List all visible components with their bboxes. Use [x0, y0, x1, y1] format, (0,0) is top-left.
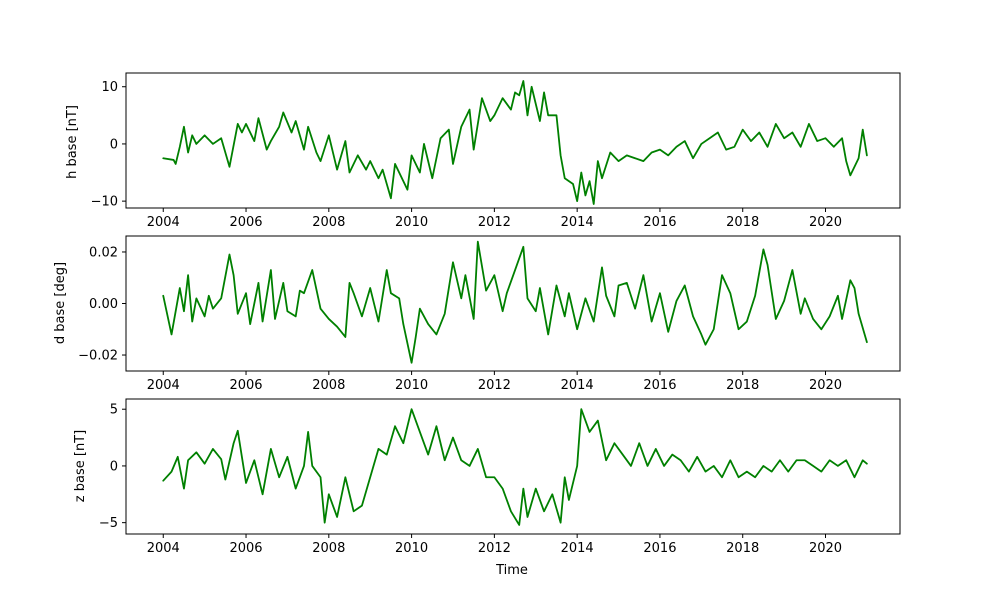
d-x-tick-label: 2014: [561, 378, 594, 393]
z-x-tick-label: 2006: [229, 541, 262, 556]
h-x-tick-label: 2010: [395, 215, 428, 230]
h-ylabel: h base [nT]: [65, 105, 80, 179]
z-y-tick-label: −5: [99, 516, 118, 531]
h-x-tick-label: 2012: [478, 215, 511, 230]
h-x-tick-label: 2006: [229, 215, 262, 230]
z-x-tick-label: 2014: [561, 541, 594, 556]
z-x-tick-label: 2016: [643, 541, 676, 556]
h-y-tick-label: −10: [91, 195, 118, 210]
h-x-tick-label: 2008: [312, 215, 345, 230]
z-x-tick-label: 2018: [726, 541, 759, 556]
d-x-tick-label: 2012: [478, 378, 511, 393]
d-x-tick-label: 2020: [809, 378, 842, 393]
h-x-tick-label: 2018: [726, 215, 759, 230]
z-ylabel: z base [nT]: [73, 430, 88, 502]
h-y-tick-label: 0: [110, 137, 118, 152]
z-y-tick-label: 0: [110, 459, 118, 474]
h-x-tick-label: 2014: [561, 215, 594, 230]
z-x-tick-label: 2012: [478, 541, 511, 556]
d-base-series-line: [162, 240, 868, 364]
z-x-tick-label: 2010: [395, 541, 428, 556]
h-y-tick-label: 10: [101, 80, 118, 95]
h-x-tick-label: 2004: [147, 215, 180, 230]
z-y-tick-label: 5: [110, 403, 118, 418]
z-base-series-line: [162, 408, 868, 526]
d-x-tick-label: 2016: [643, 378, 676, 393]
h-base-series-line: [162, 80, 868, 205]
h-x-tick-label: 2020: [809, 215, 842, 230]
h-axes-frame: [125, 72, 901, 209]
d-x-tick-label: 2010: [395, 378, 428, 393]
h-x-tick-label: 2016: [643, 215, 676, 230]
d-x-tick-label: 2018: [726, 378, 759, 393]
z-axes-frame: [125, 398, 901, 535]
d-y-tick-label: −0.02: [78, 349, 118, 364]
d-base-subplot: d base [deg] 2004 2006 2008 2010 2012 2014 201…: [53, 235, 901, 393]
d-x-tick-label: 2006: [229, 378, 262, 393]
z-base-subplot: z base [nT] Time 2004 2006 2008 2010 2012 201…: [73, 398, 901, 578]
d-y-tick-label: 0.02: [89, 245, 118, 260]
d-y-tick-label: 0.00: [89, 297, 118, 312]
z-x-tick-label: 2008: [312, 541, 345, 556]
x-axis-label: Time: [495, 563, 528, 578]
z-x-tick-label: 2020: [809, 541, 842, 556]
d-x-tick-label: 2004: [147, 378, 180, 393]
d-x-tick-label: 2008: [312, 378, 345, 393]
d-ylabel: d base [deg]: [53, 262, 68, 344]
h-base-subplot: h base [nT] 2004 2006 2008 2010 2012 2014 2016…: [65, 72, 901, 230]
z-x-tick-label: 2004: [147, 541, 180, 556]
